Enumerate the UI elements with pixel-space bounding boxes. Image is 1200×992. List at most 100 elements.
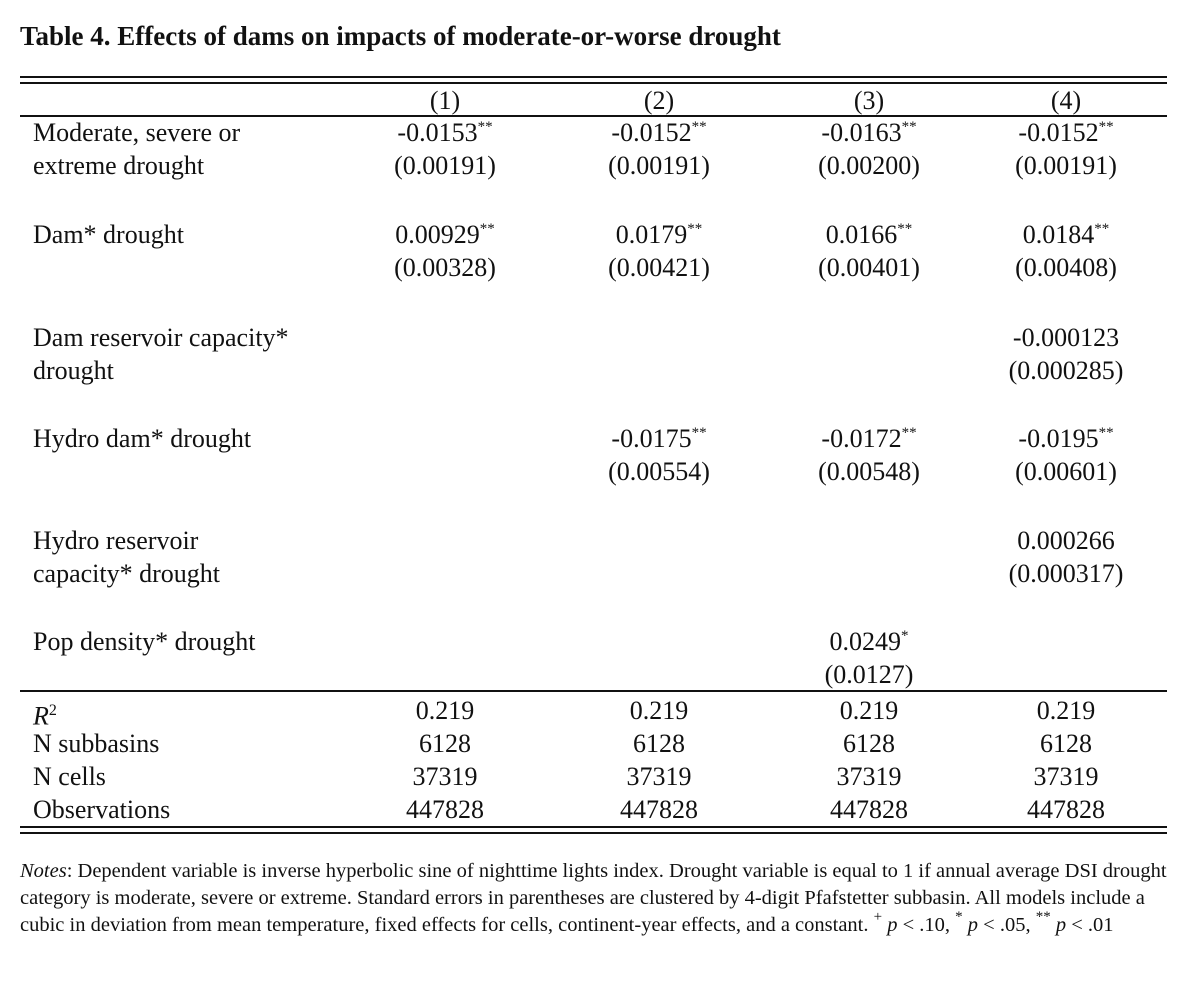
stat-value: 0.219 xyxy=(629,696,689,725)
coefficient: -0.0152** xyxy=(611,116,706,154)
coefficient-value: -0.0163 xyxy=(821,118,902,147)
stat-label: Observations xyxy=(33,793,170,826)
significance-stars: ** xyxy=(479,221,495,237)
standard-error: (0.00191) xyxy=(1015,151,1117,180)
standard-error: (0.000317) xyxy=(1008,559,1124,588)
coefficient: -0.0195** xyxy=(1018,422,1113,460)
stat-value: 447828 xyxy=(406,795,484,824)
p-symbol: p xyxy=(1055,914,1067,936)
coefficient: 0.0249* xyxy=(830,625,909,663)
coefficient: 0.0166** xyxy=(826,218,913,256)
row-label: Hydro dam* drought xyxy=(33,424,252,453)
coefficient: 0.0184** xyxy=(1023,218,1110,256)
significance-stars: ** xyxy=(1094,221,1110,237)
coefficient: 0.000266 xyxy=(1017,524,1115,557)
coefficient-value: 0.0179 xyxy=(615,220,688,249)
sig-threshold: < .05, xyxy=(978,914,1036,936)
bottom-rule-inner xyxy=(20,826,1167,828)
stat-value: 6128 xyxy=(843,729,895,758)
standard-error: (0.000285) xyxy=(1008,356,1124,385)
significance-levels: + p < .10, * p < .05, ** p < .01 xyxy=(874,909,1114,936)
stat-label: N cells xyxy=(33,760,106,793)
stat-value: 37319 xyxy=(412,762,478,791)
stat-value: 447828 xyxy=(620,795,698,824)
coefficient: -0.0153** xyxy=(397,116,492,154)
header-rule xyxy=(20,115,1167,117)
stat-value: 0.219 xyxy=(839,696,899,725)
top-rule-inner xyxy=(20,82,1167,84)
sig-symbol: + xyxy=(873,909,883,925)
coefficient-value: 0.0184 xyxy=(1022,220,1095,249)
coefficient: -0.0172** xyxy=(821,422,916,460)
significance-stars: ** xyxy=(1098,425,1114,441)
significance-stars: ** xyxy=(477,119,493,135)
bottom-rule xyxy=(20,832,1167,834)
stat-name: Observations xyxy=(33,795,171,824)
coefficient-value: -0.0152 xyxy=(611,118,692,147)
significance-stars: ** xyxy=(1098,119,1114,135)
standard-error: (0.00548) xyxy=(818,457,920,486)
coefficient-value: 0.000266 xyxy=(1017,526,1115,555)
stat-value: 37319 xyxy=(836,762,902,791)
stat-value: 0.219 xyxy=(1036,696,1096,725)
significance-stars: ** xyxy=(687,221,703,237)
coefficient-value: -0.0195 xyxy=(1018,424,1099,453)
coefficient: -0.0175** xyxy=(611,422,706,460)
stat-value: 6128 xyxy=(633,729,685,758)
column-header: (4) xyxy=(1050,86,1082,115)
coefficient: 0.00929** xyxy=(395,218,495,256)
row-label: Moderate, severe or xyxy=(33,118,241,147)
coefficient: 0.0179** xyxy=(616,218,703,256)
row-label: drought xyxy=(33,356,114,385)
coefficient-value: -0.0175 xyxy=(611,424,692,453)
stat-label: N subbasins xyxy=(33,727,159,760)
stat-value: 6128 xyxy=(1040,729,1092,758)
stat-superscript: 2 xyxy=(48,702,57,719)
row-label: Dam* drought xyxy=(33,220,184,249)
stat-name: R xyxy=(33,701,49,731)
standard-error: (0.00421) xyxy=(608,253,710,282)
coefficient-value: 0.0249 xyxy=(829,627,902,656)
coefficient-value: -0.0153 xyxy=(397,118,478,147)
row-label: Pop density* drought xyxy=(33,627,256,656)
table-notes: Notes: Dependent variable is inverse hyp… xyxy=(20,858,1170,941)
significance-stars: ** xyxy=(691,119,707,135)
stat-value: 6128 xyxy=(419,729,471,758)
stats-rule xyxy=(20,690,1167,692)
stat-value: 0.219 xyxy=(415,696,475,725)
column-header: (3) xyxy=(853,86,885,115)
stat-label: R2 xyxy=(33,694,57,733)
stat-name: N cells xyxy=(33,762,106,791)
coefficient-value: -0.0172 xyxy=(821,424,902,453)
standard-error: (0.00554) xyxy=(608,457,710,486)
significance-stars: * xyxy=(901,628,909,644)
coefficient-value: -0.0152 xyxy=(1018,118,1099,147)
significance-stars: ** xyxy=(901,119,917,135)
top-rule xyxy=(20,76,1167,78)
standard-error: (0.00191) xyxy=(608,151,710,180)
sig-symbol: ** xyxy=(1035,909,1051,925)
standard-error: (0.00401) xyxy=(818,253,920,282)
notes-text: : Dependent variable is inverse hyperbol… xyxy=(20,860,1167,936)
column-header: (2) xyxy=(643,86,675,115)
stat-name: N subbasins xyxy=(33,729,160,758)
stat-value: 37319 xyxy=(626,762,692,791)
coefficient: -0.0163** xyxy=(821,116,916,154)
coefficient-value: 0.0166 xyxy=(825,220,898,249)
row-label: Hydro reservoir xyxy=(33,526,199,555)
coefficient: -0.0152** xyxy=(1018,116,1113,154)
row-label: extreme drought xyxy=(33,151,205,180)
row-label: Dam reservoir capacity* xyxy=(33,323,289,352)
standard-error: (0.00601) xyxy=(1015,457,1117,486)
stat-value: 447828 xyxy=(830,795,908,824)
coefficient-value: 0.00929 xyxy=(395,220,480,249)
standard-error: (0.00328) xyxy=(394,253,496,282)
significance-stars: ** xyxy=(691,425,707,441)
standard-error: (0.00191) xyxy=(394,151,496,180)
significance-stars: ** xyxy=(901,425,917,441)
sig-symbol: * xyxy=(955,909,963,925)
p-symbol: p xyxy=(967,914,979,936)
row-label: capacity* drought xyxy=(33,559,220,588)
stat-value: 37319 xyxy=(1033,762,1099,791)
sig-threshold: < .01 xyxy=(1066,914,1114,936)
